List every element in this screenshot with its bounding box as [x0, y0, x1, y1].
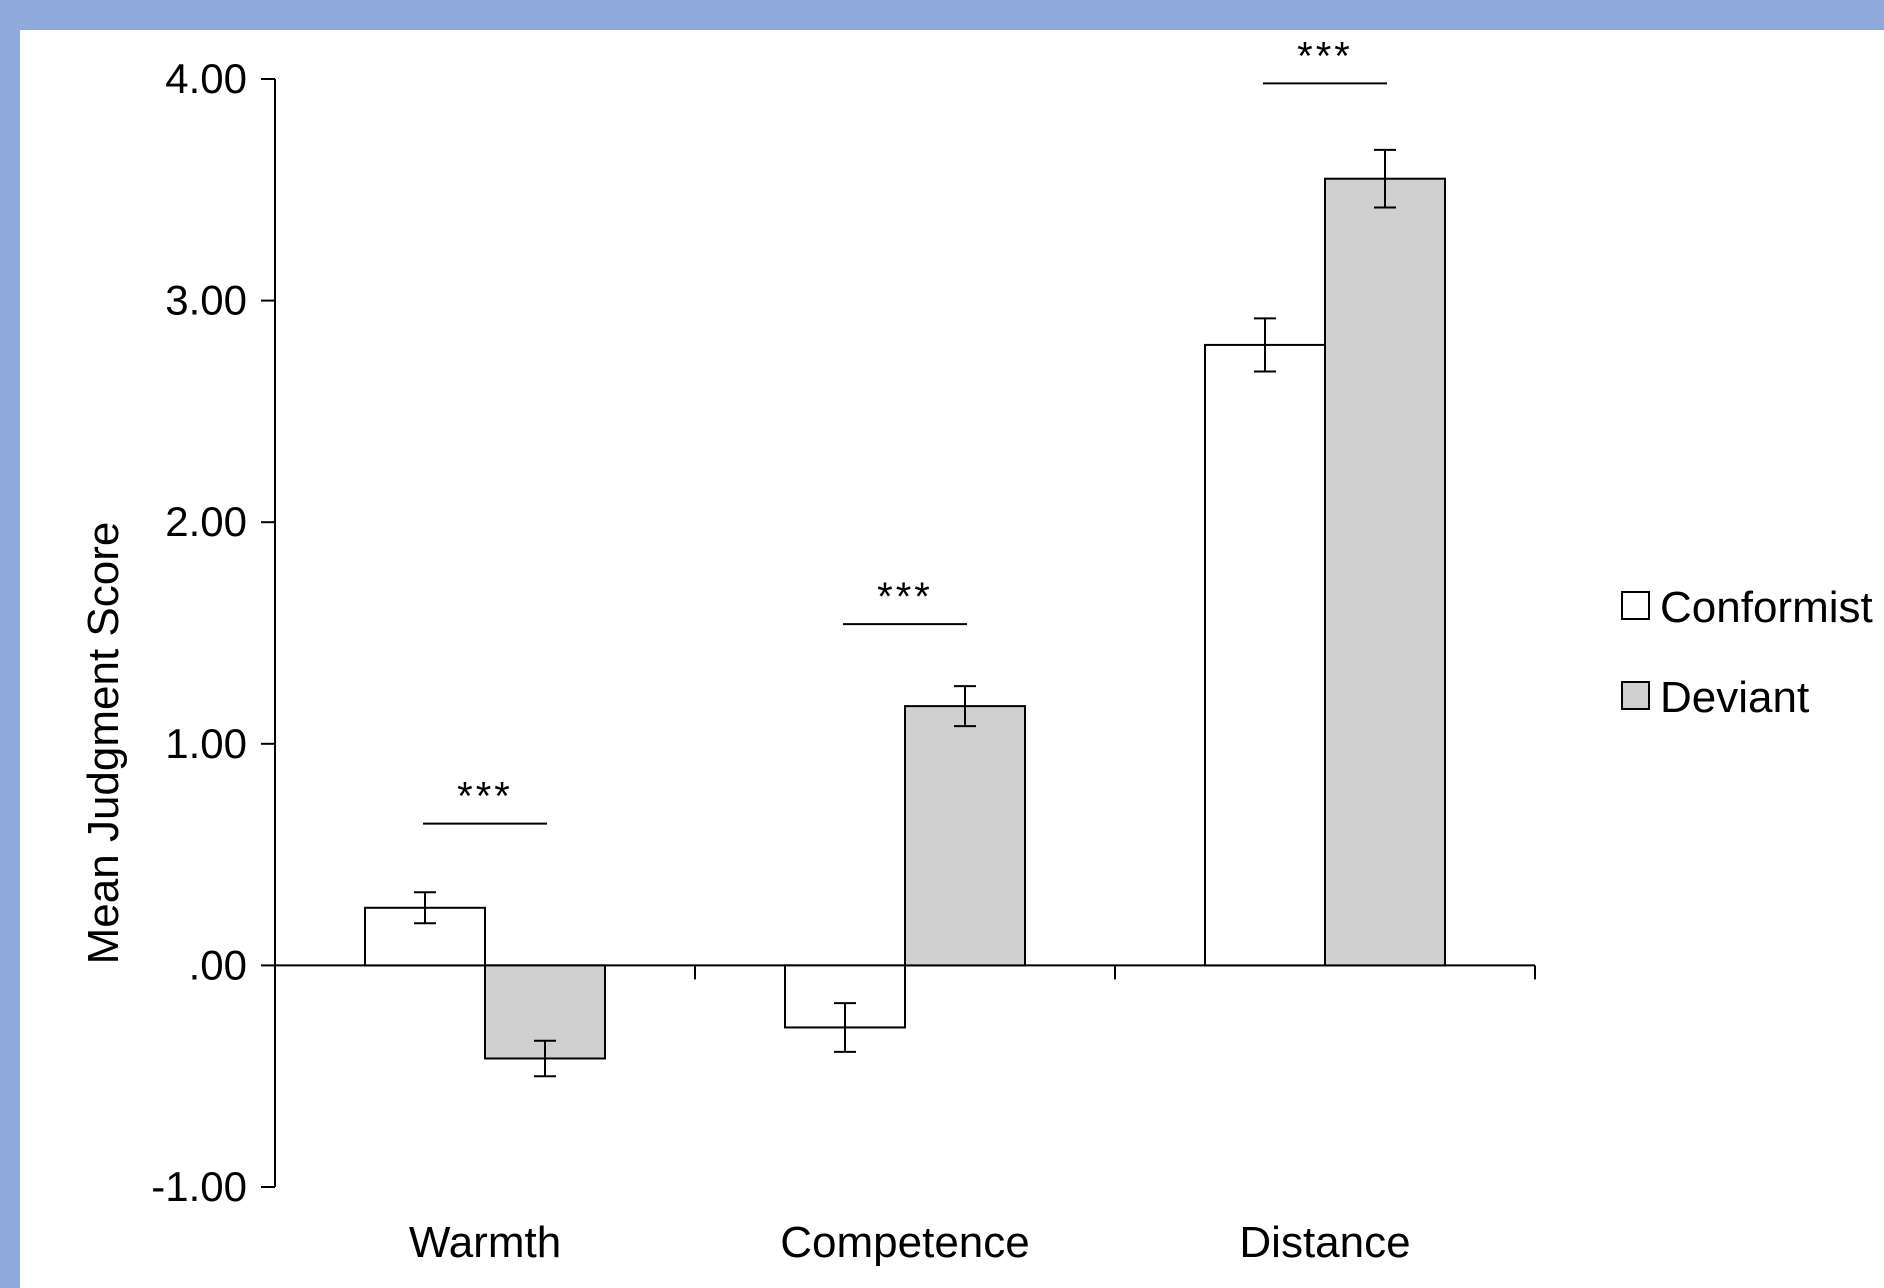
legend-swatch-deviant	[1621, 681, 1650, 710]
significance-stars: ***	[457, 775, 513, 819]
y-tick-label: .00	[189, 941, 247, 988]
legend-label-conformist: Conformist	[1660, 583, 1873, 632]
y-axis-title: Mean Judgment Score	[79, 522, 128, 965]
legend: Conformist Deviant	[1621, 583, 1873, 722]
error-bars	[414, 148, 1396, 1078]
legend-label-deviant: Deviant	[1660, 673, 1809, 722]
x-category-label: Distance	[1239, 1218, 1410, 1267]
y-tick-label: 1.00	[165, 720, 247, 767]
legend-swatch-conformist	[1621, 591, 1650, 620]
chart-panel: -1.00 .00 1.00 2.00 3.00 4.00 *** *** *** Warmt…	[20, 30, 1884, 1288]
y-tick-label: -1.00	[151, 1163, 247, 1210]
bar-deviant-competence	[904, 705, 1026, 967]
y-tick-label: 2.00	[165, 498, 247, 545]
bar-conformist-distance	[1204, 343, 1326, 967]
x-category-label: Warmth	[409, 1218, 561, 1267]
axis-labels: Warmth Competence Distance Mean Judgment Sc…	[79, 522, 1411, 1267]
significance-stars: ***	[1297, 34, 1353, 78]
bar-deviant-distance	[1324, 177, 1446, 967]
axes: -1.00 .00 1.00 2.00 3.00 4.00	[151, 55, 1536, 1210]
y-tick-label: 4.00	[165, 55, 247, 102]
significance-markers: *** *** ***	[423, 34, 1387, 825]
significance-stars: ***	[877, 575, 933, 619]
bars	[364, 177, 1446, 1060]
x-category-label: Competence	[780, 1218, 1029, 1267]
bar-chart: -1.00 .00 1.00 2.00 3.00 4.00 *** *** *** Warmt…	[79, 34, 1873, 1267]
y-tick-label: 3.00	[165, 277, 247, 324]
